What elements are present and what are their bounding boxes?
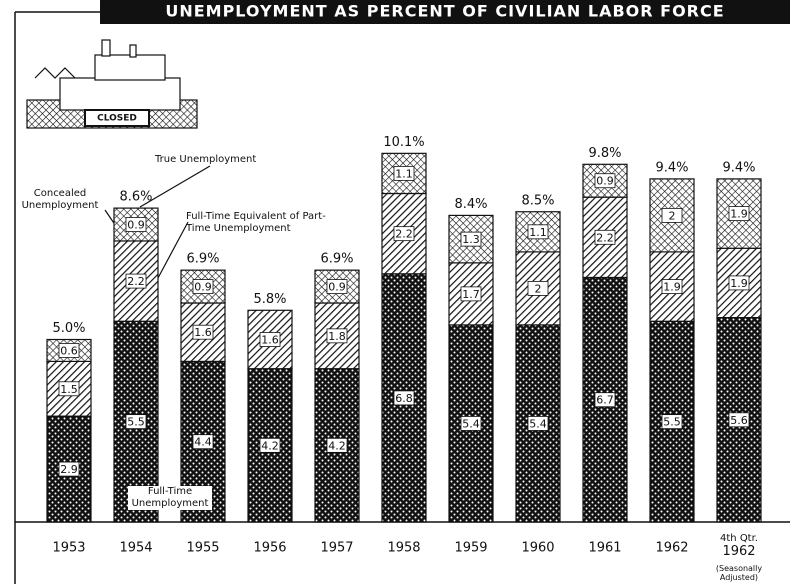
total-label: 8.6% <box>119 190 152 205</box>
value-label: 1.9 <box>730 208 748 221</box>
value-label-box <box>393 226 415 242</box>
value-label-box <box>728 412 750 428</box>
value-label-box <box>661 207 683 223</box>
value-label-box <box>125 414 147 430</box>
value-label: 1.6 <box>194 326 212 339</box>
value-label: 0.9 <box>127 219 145 232</box>
value-label: 1.6 <box>261 334 279 347</box>
factory-illustration <box>26 39 198 129</box>
annotation-leader <box>139 165 211 208</box>
value-label-box <box>259 437 281 453</box>
value-label: 5.4 <box>462 417 480 430</box>
value-label-box <box>125 273 147 289</box>
x-tick-label: 4th Qtr. 1962 <box>720 533 758 559</box>
value-label-box <box>594 173 616 189</box>
total-label: 6.9% <box>186 252 219 267</box>
value-label-box <box>728 206 750 221</box>
value-label-box <box>393 390 415 406</box>
value-label: 2.2 <box>127 275 145 288</box>
total-label: 5.8% <box>253 292 286 307</box>
value-label-box <box>661 279 683 294</box>
chart-title: UNEMPLOYMENT AS PERCENT OF CIVILIAN LABO… <box>165 2 724 21</box>
value-label: 2.2 <box>596 231 614 244</box>
total-label: 9.4% <box>722 160 755 175</box>
value-label-box <box>393 166 415 181</box>
x-tick-note: (Seasonally Adjusted) <box>716 564 763 582</box>
value-label: 5.6 <box>730 414 748 427</box>
total-label: 8.4% <box>454 197 487 212</box>
total-label: 6.9% <box>320 252 353 267</box>
annotation: True Unemployment <box>155 154 257 165</box>
value-label: 2 <box>669 209 676 222</box>
value-label: 1.3 <box>462 233 480 246</box>
value-label: 6.7 <box>596 394 614 407</box>
value-label-box <box>460 231 482 247</box>
value-label: 2.9 <box>60 463 78 476</box>
value-label: 1.5 <box>60 383 78 396</box>
value-label: 5.5 <box>127 416 145 429</box>
value-label-box <box>58 461 80 477</box>
x-tick-label: 1962 <box>655 541 688 556</box>
value-label: 4.2 <box>328 439 346 452</box>
legend-label: Full-Time Unemployment <box>128 486 212 510</box>
value-label-box <box>326 279 348 294</box>
value-label: 1.9 <box>663 281 681 294</box>
illustration-label: CLOSED <box>97 114 137 124</box>
value-label: 1.7 <box>462 288 480 301</box>
x-tick-label: 1958 <box>387 541 420 556</box>
value-label-box <box>326 328 348 344</box>
value-label-box <box>661 414 683 430</box>
title-box <box>100 0 790 24</box>
x-tick-label: 1959 <box>454 541 487 556</box>
x-tick-label: 1961 <box>588 541 621 556</box>
annotation-leader <box>157 221 189 279</box>
value-label-box <box>594 229 616 245</box>
value-label: 0.9 <box>596 175 614 188</box>
total-label: 8.5% <box>521 193 554 208</box>
value-label-box <box>728 275 750 291</box>
x-tick-label: 1953 <box>52 541 85 556</box>
value-label-box <box>460 416 482 431</box>
value-label: 1.9 <box>730 277 748 290</box>
value-label: 1.1 <box>529 226 547 239</box>
legend-label: Full-Time Equivalent of Part-Time Unempl… <box>186 211 326 234</box>
value-label: 5.4 <box>529 417 547 430</box>
value-label-box <box>527 416 549 431</box>
value-label: 6.8 <box>395 392 413 405</box>
value-label-box <box>326 437 348 453</box>
x-tick-label: 1957 <box>320 541 353 556</box>
value-label: 0.6 <box>60 344 78 357</box>
x-tick-label: 1960 <box>521 541 554 556</box>
value-label: 4.4 <box>194 436 212 449</box>
value-label-box <box>527 224 549 240</box>
total-label: 10.1% <box>383 135 424 150</box>
value-label: 1.1 <box>395 167 413 180</box>
value-label-box <box>125 217 147 232</box>
value-label-box <box>58 381 80 397</box>
x-tick-label: 1956 <box>253 541 286 556</box>
value-label: 0.9 <box>194 281 212 294</box>
x-tick-label: 1955 <box>186 541 219 556</box>
value-label-box <box>192 434 214 450</box>
value-label-box <box>259 332 281 347</box>
value-label: 0.9 <box>328 281 346 294</box>
x-tick-label: 1954 <box>119 541 152 556</box>
total-label: 9.4% <box>655 160 688 175</box>
value-label-box <box>594 392 616 408</box>
value-label: 4.2 <box>261 439 279 452</box>
value-label: 5.5 <box>663 416 681 429</box>
legend-label: Concealed Unemployment <box>21 188 99 211</box>
value-label-box <box>58 343 80 358</box>
value-label-box <box>460 286 482 302</box>
value-label-box <box>192 279 214 294</box>
value-label-box <box>192 324 214 340</box>
value-label: 2.2 <box>395 228 413 241</box>
value-label: 2 <box>535 282 542 295</box>
value-label: 1.8 <box>328 330 346 343</box>
total-label: 9.8% <box>588 146 621 161</box>
value-label-box <box>527 280 549 296</box>
total-label: 5.0% <box>52 321 85 336</box>
